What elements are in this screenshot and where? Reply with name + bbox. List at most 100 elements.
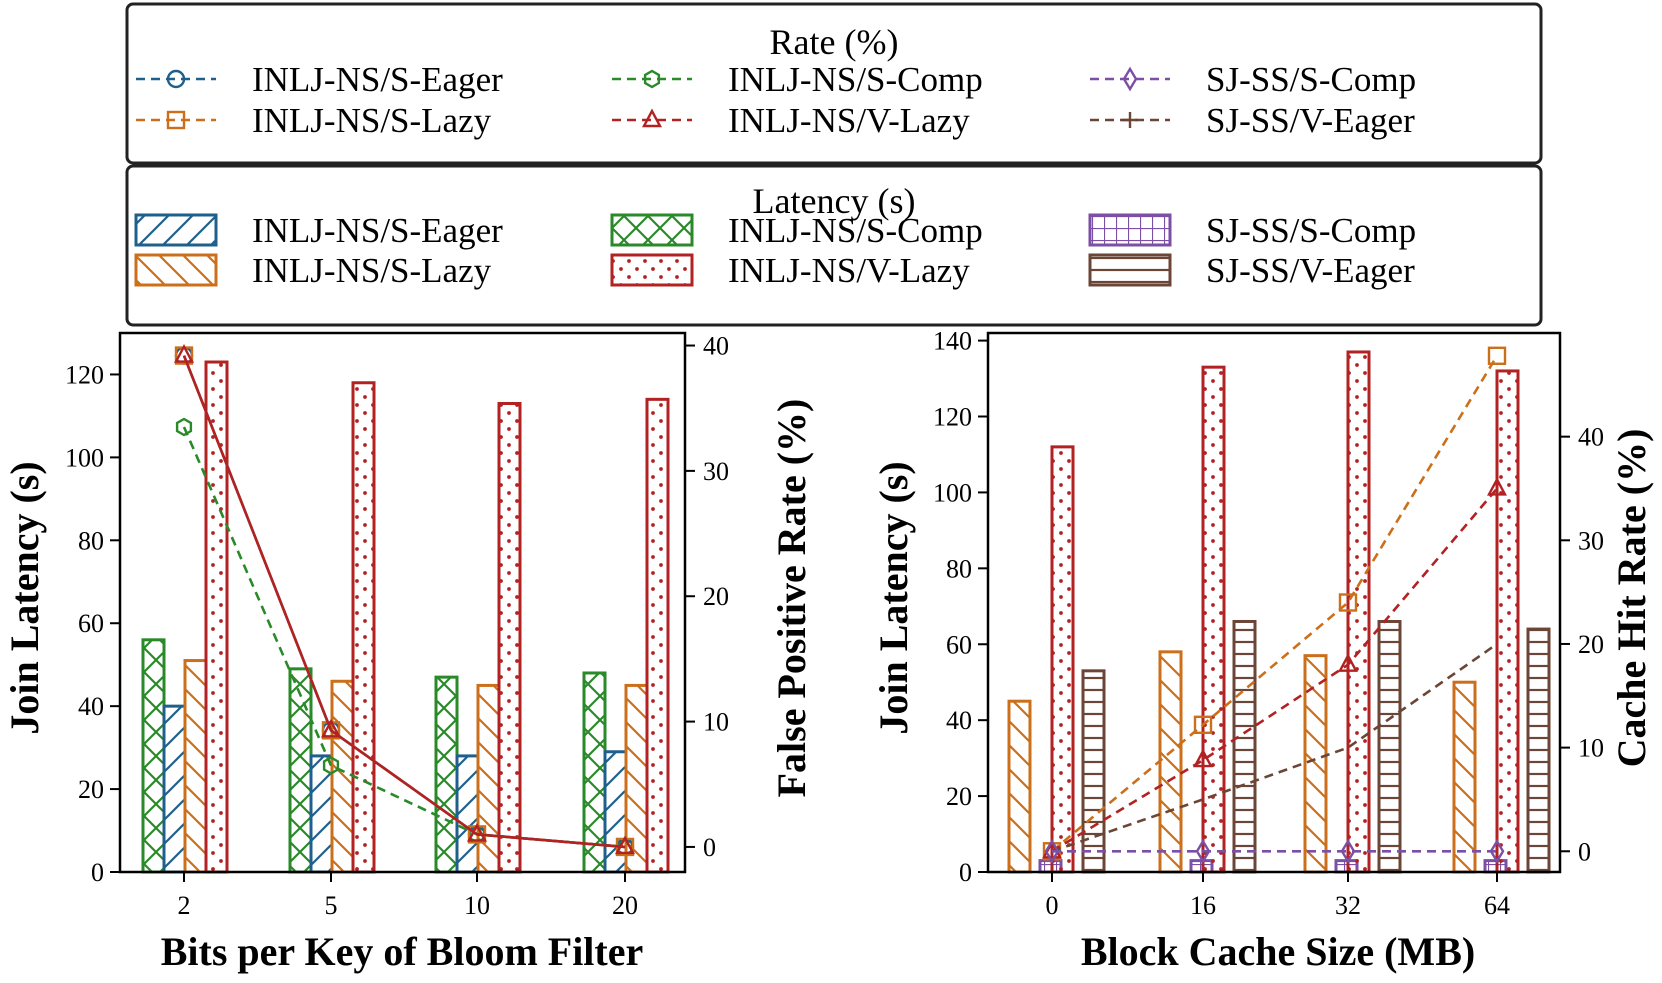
y-tick-label: 20: [78, 775, 104, 804]
rate-legend-marker: [166, 110, 186, 130]
latency-legend-entry-inlj-ns-s-lazy: INLJ-NS/S-Lazy: [134, 251, 492, 290]
point-inlj-ns-v-lazy-10: [467, 822, 487, 842]
point-inlj-ns-v-lazy-16: [1193, 748, 1213, 768]
line-inlj-ns-s-lazy: [182, 355, 626, 849]
line-inlj-ns-s-eager: [182, 355, 626, 849]
x-tick-label: 16: [1190, 891, 1216, 920]
right-y-axis-label: Join Latency (s): [871, 461, 916, 734]
rate-legend-frame: [125, 2, 1543, 165]
x-tick-label: 5: [325, 891, 338, 920]
latency-legend-entry-sj-ss-s-comp: SJ-SS/S-Comp: [1088, 211, 1416, 250]
point-inlj-ns-s-lazy-16: [1193, 715, 1213, 735]
rate-legend-label: SJ-SS/S-Comp: [1206, 60, 1416, 99]
rate-legend-entry-inlj-ns-s-eager: INLJ-NS/S-Eager: [136, 60, 503, 99]
bar-inlj-ns-s-comp-5: [288, 667, 313, 874]
bar-inlj-ns-v-lazy-5: [351, 381, 376, 874]
point-sj-ss-s-comp-32: [1340, 838, 1356, 864]
latency-legend-entry-sj-ss-v-eager: SJ-SS/V-Eager: [1088, 251, 1415, 290]
rate-legend-entry-sj-ss-v-eager: SJ-SS/V-Eager: [1090, 101, 1415, 140]
bar-sj-ss-v-eager-64: [1526, 627, 1551, 874]
point-inlj-ns-v-lazy-32: [1338, 653, 1358, 672]
y2-tick-label: 0: [703, 833, 716, 862]
y-tick-label: 60: [78, 609, 104, 638]
point-sj-ss-s-comp-64: [1489, 838, 1505, 864]
point-inlj-ns-s-comp-5: [322, 756, 340, 775]
bar-inlj-ns-v-lazy-10: [497, 401, 522, 874]
point-inlj-ns-v-lazy-5: [321, 718, 341, 738]
line-sj-ss-v-eager: [1051, 642, 1498, 853]
x-tick-label: 2: [178, 891, 191, 920]
plot-frame: [118, 331, 687, 874]
rate-legend-marker: [1122, 66, 1138, 92]
point-inlj-ns-v-lazy-2: [174, 344, 194, 363]
rate-legend-entry-inlj-ns-v-lazy: INLJ-NS/V-Lazy: [612, 101, 970, 140]
y2-tick-label: 30: [1578, 526, 1604, 555]
plot-frame: [986, 331, 1562, 874]
rate-legend-marker: [643, 69, 661, 89]
x-tick-label: 32: [1335, 891, 1361, 920]
latency-legend-label: INLJ-NS/S-Lazy: [252, 251, 492, 290]
bar-inlj-ns-s-comp-20: [582, 671, 607, 874]
latency-legend-swatch: [134, 213, 218, 247]
latency-legend-swatch: [610, 213, 694, 247]
latency-legend-frame: [125, 164, 1543, 327]
y2-tick-label: 40: [1578, 423, 1604, 452]
point-inlj-ns-s-comp-2: [175, 417, 193, 437]
bar-inlj-ns-v-lazy-20: [645, 397, 670, 874]
latency-legend-label: SJ-SS/V-Eager: [1206, 251, 1415, 290]
rate-legend-marker: [1122, 112, 1138, 128]
y-tick-label: 120: [65, 360, 104, 389]
bar-inlj-ns-s-lazy-0: [1007, 699, 1032, 874]
left-x-axis-label: Bits per Key of Bloom Filter: [161, 929, 644, 974]
rate-legend-marker: [642, 108, 662, 128]
bar-inlj-ns-s-comp-10: [434, 675, 459, 874]
latency-legend-label: INLJ-NS/S-Comp: [728, 211, 983, 250]
latency-legend-label: INLJ-NS/S-Eager: [252, 211, 503, 250]
rate-legend-marker: [166, 69, 186, 89]
rate-legend-label: INLJ-NS/S-Eager: [252, 60, 503, 99]
point-inlj-ns-v-lazy-64: [1487, 476, 1507, 496]
bar-inlj-ns-s-lazy-10: [476, 683, 501, 874]
x-tick-label: 10: [464, 891, 490, 920]
latency-legend-title: Latency (s): [753, 181, 916, 221]
y-tick-label: 60: [946, 630, 972, 659]
y-tick-label: 100: [65, 443, 104, 472]
point-inlj-ns-s-lazy-64: [1487, 346, 1507, 366]
latency-legend-label: SJ-SS/S-Comp: [1206, 211, 1416, 250]
bar-inlj-ns-s-eager-2: [162, 704, 187, 874]
y2-tick-label: 20: [1578, 630, 1604, 659]
y-tick-label: 100: [933, 478, 972, 507]
y2-tick-label: 30: [703, 457, 729, 486]
x-tick-label: 20: [612, 891, 638, 920]
rate-legend-entry-inlj-ns-s-comp: INLJ-NS/S-Comp: [612, 60, 983, 99]
line-inlj-ns-v-lazy: [1051, 487, 1498, 853]
rate-legend-title: Rate (%): [770, 22, 899, 62]
rate-legend-label: INLJ-NS/S-Lazy: [252, 101, 492, 140]
bar-inlj-ns-v-lazy-0: [1050, 445, 1075, 874]
rate-legend-label: SJ-SS/V-Eager: [1206, 101, 1415, 140]
y-tick-label: 40: [78, 692, 104, 721]
y-tick-label: 0: [91, 858, 104, 887]
bar-inlj-ns-v-lazy-32: [1346, 350, 1371, 874]
left-y-axis-label: Join Latency (s): [2, 461, 47, 734]
rate-legend-label: INLJ-NS/S-Comp: [728, 60, 983, 99]
y-tick-label: 80: [946, 554, 972, 583]
x-tick-label: 64: [1484, 891, 1510, 920]
y-tick-label: 20: [946, 782, 972, 811]
y-tick-label: 0: [959, 858, 972, 887]
latency-legend-swatch: [1088, 213, 1172, 247]
latency-legend-swatch: [134, 253, 218, 287]
latency-legend-swatch: [1088, 253, 1172, 287]
rate-legend-entry-sj-ss-s-comp: SJ-SS/S-Comp: [1090, 60, 1416, 99]
latency-legend-entry-inlj-ns-s-comp: INLJ-NS/S-Comp: [610, 211, 983, 250]
y2-tick-label: 40: [703, 332, 729, 361]
line-inlj-ns-s-lazy: [1051, 355, 1499, 853]
bar-inlj-ns-v-lazy-64: [1495, 369, 1520, 874]
bar-sj-ss-v-eager-32: [1377, 619, 1402, 874]
y2-tick-label: 0: [1578, 837, 1591, 866]
bar-inlj-ns-s-lazy-5: [330, 679, 355, 874]
latency-legend-swatch: [610, 253, 694, 287]
left-y2-axis-label: False Positive Rate (%): [769, 399, 814, 798]
